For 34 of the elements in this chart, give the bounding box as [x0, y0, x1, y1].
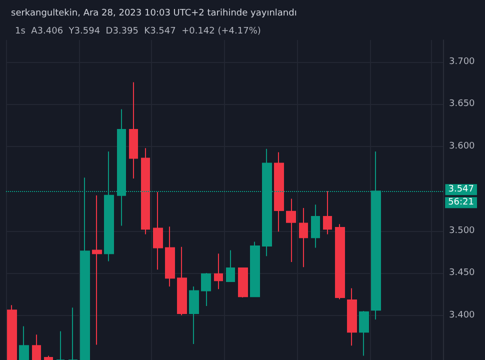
- candlestick: [347, 288, 357, 346]
- candlestick: [299, 208, 308, 268]
- candlestick: [141, 148, 150, 235]
- candlestick: [189, 286, 199, 344]
- candlestick: [311, 204, 320, 248]
- y-tick-label: 3.650: [449, 99, 476, 110]
- candlestick: [286, 198, 296, 263]
- y-tick-label: 3.700: [449, 56, 476, 67]
- candlestick: [226, 250, 235, 282]
- text: 56:21: [448, 198, 474, 208]
- y-tick-label: 3.450: [449, 268, 476, 278]
- candlestick: [274, 152, 284, 232]
- candlestick: [7, 304, 17, 360]
- candlestick: [323, 190, 332, 235]
- y-tick-label: 3.500: [449, 226, 476, 236]
- candlestick: [177, 246, 187, 316]
- candlestick: [238, 267, 248, 298]
- y-tick-label: 3.600: [449, 141, 476, 152]
- candlestick: [129, 82, 138, 179]
- candlestick: [359, 310, 369, 356]
- candlestick: [44, 355, 53, 360]
- candlestick: [19, 326, 29, 360]
- candlestick: [32, 334, 41, 360]
- candlestick: [92, 194, 102, 346]
- ref-line-label: 3.547: [448, 184, 474, 195]
- chart-title: serkangultekin, Ara 28, 2023 10:03 UTC+2 tarihinde yayınlandı: [11, 8, 297, 18]
- chart-subtitle: 1s A3.406 Y3.594 D3.395 K3.547 +0.142 (+4.17%): [15, 26, 261, 36]
- candlestick: [250, 241, 260, 298]
- candlestick: [335, 224, 345, 300]
- candlestick: [214, 253, 223, 290]
- candlestick: [153, 191, 163, 270]
- y-tick-label: 3.400: [449, 310, 476, 320]
- candlestick: [165, 226, 175, 288]
- candlestick: [201, 272, 211, 306]
